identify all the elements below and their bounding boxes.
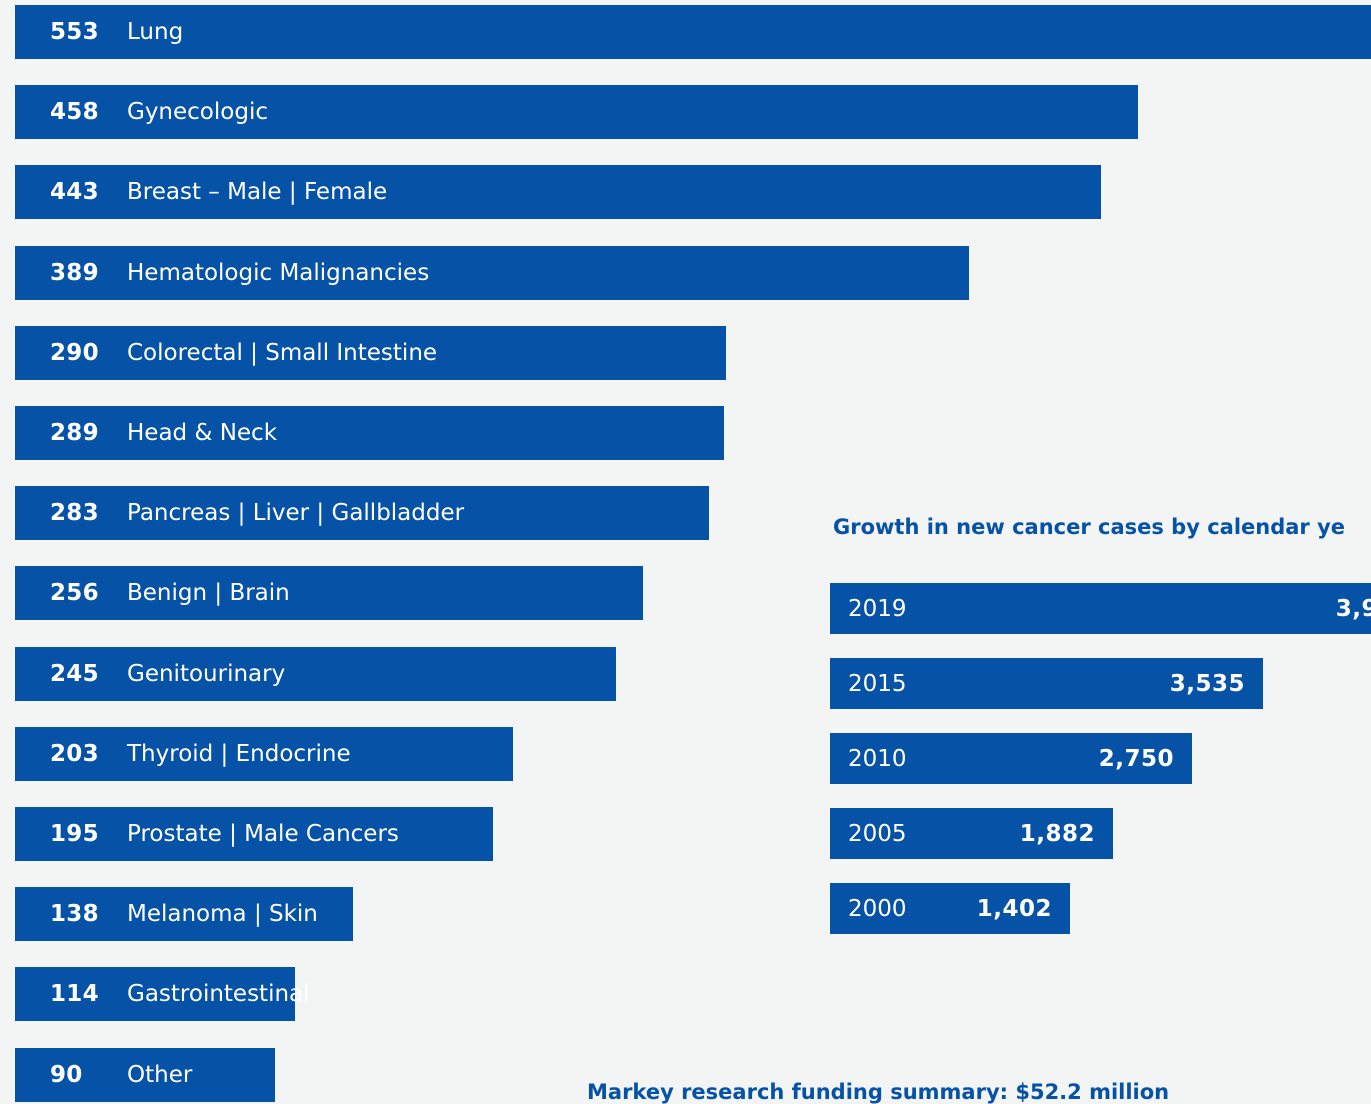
- bar-benign-brain: 256 Benign | Brain: [15, 566, 643, 620]
- bar-category-label: Melanoma | Skin: [127, 901, 318, 927]
- bar-hematologic-malignancies: 389 Hematologic Malignancies: [15, 246, 969, 300]
- bar-value-label: 2,750: [1098, 745, 1174, 772]
- funding-summary-heading: Markey research funding summary: $52.2 m…: [587, 1080, 1170, 1104]
- bar-value-label: 289: [50, 420, 99, 446]
- bar-value-label: 1,402: [976, 895, 1052, 922]
- bar-category-label: Prostate | Male Cancers: [127, 821, 399, 847]
- bar-melanoma-skin: 138 Melanoma | Skin: [15, 887, 353, 941]
- bar-genitourinary: 245 Genitourinary: [15, 647, 616, 701]
- bar-category-label: Gastrointestinal: [127, 981, 310, 1007]
- bar-category-label: Lung: [127, 19, 184, 45]
- bar-year-label: 2015: [848, 670, 907, 697]
- bar-value-label: 1,882: [1019, 820, 1095, 847]
- bar-value-label: 203: [50, 741, 99, 767]
- bar-category-label: Gynecologic: [127, 99, 268, 125]
- bar-gastrointestinal: 114 Gastrointestinal: [15, 967, 310, 1021]
- bar-value-label: 443: [50, 179, 99, 205]
- bar-category-label: Head & Neck: [127, 420, 278, 446]
- bar-category-label: Genitourinary: [127, 661, 286, 687]
- bar-category-label: Benign | Brain: [127, 580, 290, 606]
- bar-category-label: Breast – Male | Female: [127, 179, 388, 205]
- bar-year-2019: 2019 3,946: [830, 583, 1371, 634]
- growth-chart-title: Growth in new cancer cases by calendar y…: [833, 515, 1346, 539]
- bar-category-label: Colorectal | Small Intestine: [127, 340, 438, 366]
- bar-prostate-male-cancers: 195 Prostate | Male Cancers: [15, 807, 493, 861]
- bar-value-label: 245: [50, 661, 99, 687]
- bar-value-label: 389: [50, 260, 99, 286]
- bar-category-label: Hematologic Malignancies: [127, 260, 430, 286]
- bar-gynecologic: 458 Gynecologic: [15, 85, 1138, 139]
- bar-head-neck: 289 Head & Neck: [15, 406, 724, 460]
- bar-pancreas-liver-gallbladder: 283 Pancreas | Liver | Gallbladder: [15, 486, 709, 540]
- bar-value-label: 3,946: [1335, 595, 1371, 622]
- bar-value-label: 256: [50, 580, 99, 606]
- bar-colorectal-small-intestine: 290 Colorectal | Small Intestine: [15, 326, 726, 380]
- bar-category-label: Pancreas | Liver | Gallbladder: [127, 500, 465, 526]
- bar-value-label: 458: [50, 99, 99, 125]
- bar-value-label: 195: [50, 821, 99, 847]
- bar-year-label: 2010: [848, 745, 907, 772]
- bar-value-label: 283: [50, 500, 99, 526]
- bar-year-2015: 2015 3,535: [830, 658, 1263, 709]
- bar-year-label: 2019: [848, 595, 907, 622]
- bar-value-label: 138: [50, 901, 99, 927]
- bar-value-label: 553: [50, 19, 99, 45]
- bar-category-label: Thyroid | Endocrine: [127, 741, 351, 767]
- bar-year-2005: 2005 1,882: [830, 808, 1113, 859]
- bar-value-label: 3,535: [1169, 670, 1245, 697]
- bar-year-2000: 2000 1,402: [830, 883, 1070, 934]
- bar-breast-male-female: 443 Breast – Male | Female: [15, 165, 1101, 219]
- bar-value-label: 90: [50, 1062, 83, 1088]
- bar-value-label: 290: [50, 340, 99, 366]
- bar-lung: 553 Lung: [15, 5, 1371, 59]
- bar-category-label: Other: [127, 1062, 193, 1088]
- bar-year-2010: 2010 2,750: [830, 733, 1192, 784]
- bar-value-label: 114: [50, 981, 99, 1007]
- bar-thyroid-endocrine: 203 Thyroid | Endocrine: [15, 727, 513, 781]
- bar-other: 90 Other: [15, 1048, 275, 1102]
- bar-year-label: 2000: [848, 895, 907, 922]
- bar-year-label: 2005: [848, 820, 907, 847]
